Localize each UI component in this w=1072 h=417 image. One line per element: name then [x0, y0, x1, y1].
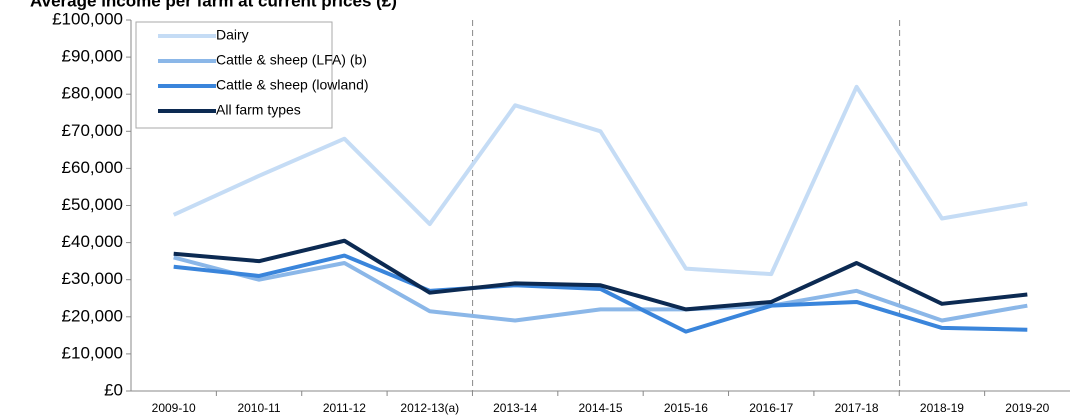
- x-tick-label: 2016-17: [749, 401, 793, 415]
- series-line: [173, 255, 1028, 323]
- x-tick-label: 2019-20: [1005, 401, 1049, 415]
- y-tick-label: £0: [104, 380, 123, 399]
- series-line: [173, 253, 1028, 334]
- x-tick-label: 2013-14: [493, 401, 537, 415]
- series-line: [173, 238, 1028, 312]
- y-tick-label: £70,000: [62, 121, 123, 140]
- x-tick-label: 2011-12: [323, 401, 366, 415]
- x-tick-label: 2015-16: [664, 401, 708, 415]
- y-tick-label: £10,000: [62, 343, 123, 362]
- y-tick-label: £40,000: [62, 232, 123, 251]
- legend-label: Cattle & sheep (LFA) (b): [216, 52, 367, 68]
- y-tick-label: £100,000: [52, 9, 123, 28]
- y-tick-label: £30,000: [62, 269, 123, 288]
- y-tick-label: £20,000: [62, 306, 123, 325]
- y-tick-label: £60,000: [62, 158, 123, 177]
- legend-label: All farm types: [216, 102, 301, 118]
- x-tick-label: 2014-15: [578, 401, 622, 415]
- x-tick-label: 2009-10: [152, 401, 196, 415]
- x-tick-label: 2010-11: [237, 401, 280, 415]
- y-tick-label: £50,000: [62, 195, 123, 214]
- x-tick-label: 2018-19: [920, 401, 964, 415]
- x-tick-label: 2017-18: [835, 401, 879, 415]
- legend-label: Cattle & sheep (lowland): [216, 77, 369, 93]
- x-tick-label: 2012-13(a): [400, 401, 459, 415]
- series-line: [172, 84, 1028, 277]
- chart-title: Average income per farm at current price…: [30, 0, 397, 10]
- y-tick-label: £80,000: [62, 84, 123, 103]
- legend-label: Dairy: [216, 27, 249, 43]
- y-tick-label: £90,000: [62, 47, 123, 66]
